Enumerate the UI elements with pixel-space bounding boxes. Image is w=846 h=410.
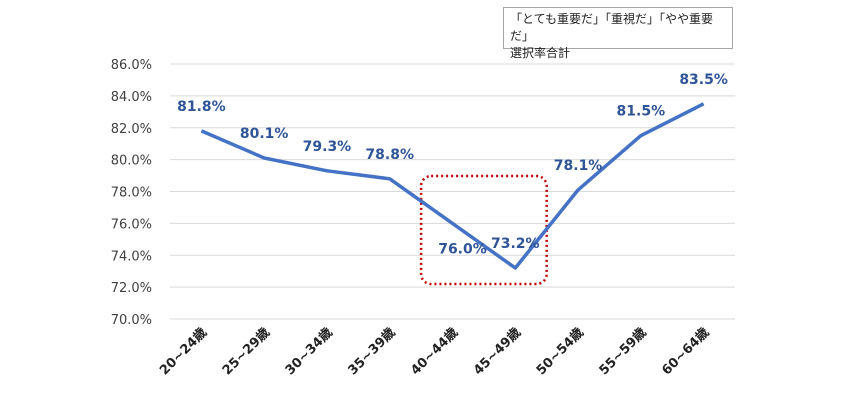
x-tick-label: 35~39歳	[345, 325, 399, 379]
x-tick-label: 20~24歳	[156, 325, 210, 379]
y-tick-label: 80.0%	[111, 154, 152, 169]
data-labels: 81.8% 80.1% 79.3% 78.8% 76.0% 73.2% 78.1% 81.5%…	[177, 72, 728, 258]
data-label: 79.3%	[303, 139, 352, 155]
data-label: 76.0%	[438, 241, 487, 257]
data-label: 80.1%	[240, 126, 289, 142]
data-label: 81.8%	[177, 99, 226, 115]
x-tick-label: 60~64歳	[659, 325, 713, 379]
x-axis: 20~24歳 25~29歳 30~34歳 35~39歳 40~44歳 45~49歳 50~5…	[156, 325, 712, 379]
y-tick-label: 78.0%	[111, 186, 152, 201]
data-label: 73.2%	[491, 236, 540, 252]
y-tick-label: 70.0%	[111, 313, 152, 328]
y-tick-label: 82.0%	[111, 122, 152, 137]
x-tick-label: 50~54歳	[533, 325, 587, 379]
highlight-box	[419, 174, 548, 286]
x-tick-label: 55~59歳	[596, 325, 650, 379]
x-tick-label: 45~49歳	[470, 325, 524, 379]
x-tick-label: 30~34歳	[282, 325, 336, 379]
data-label: 83.5%	[679, 72, 728, 88]
y-tick-label: 72.0%	[111, 281, 152, 296]
y-axis: 70.0% 72.0% 74.0% 76.0% 78.0% 80.0% 82.0% 84.0%…	[111, 58, 152, 328]
x-tick-label: 25~29歳	[219, 325, 273, 379]
annotation-box: 「とても重要だ」「重視だ」「やや重要だ」 選択率合計	[503, 7, 733, 60]
data-label: 78.8%	[365, 147, 414, 163]
y-tick-label: 86.0%	[111, 58, 152, 73]
data-label: 78.1%	[554, 158, 603, 174]
series-line	[200, 102, 705, 270]
data-label: 81.5%	[617, 104, 666, 120]
y-tick-label: 76.0%	[111, 217, 152, 232]
x-tick-label: 40~44歳	[408, 325, 462, 379]
annotation-line-1: 「とても重要だ」「重視だ」「やや重要だ」	[510, 12, 714, 43]
y-tick-label: 74.0%	[111, 249, 152, 264]
y-tick-label: 84.0%	[111, 90, 152, 105]
annotation-line-2: 選択率合計	[510, 46, 571, 60]
gridlines	[170, 63, 735, 320]
